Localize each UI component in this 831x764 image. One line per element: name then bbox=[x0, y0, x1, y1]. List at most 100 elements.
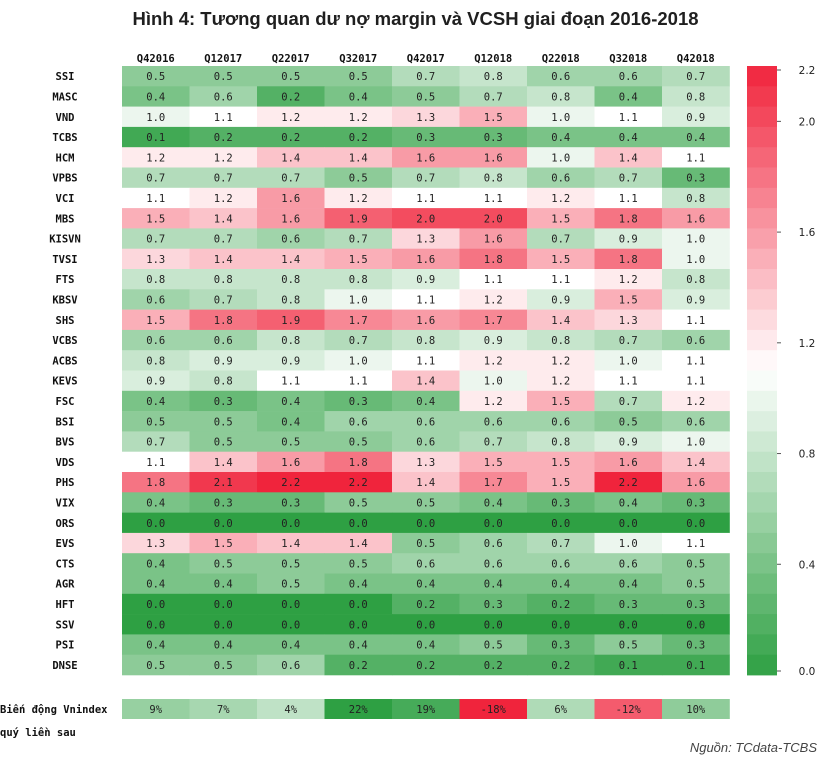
vnindex-cell bbox=[189, 699, 258, 719]
heatmap-cell bbox=[324, 208, 393, 229]
heatmap-cell bbox=[257, 492, 325, 513]
heatmap-cell bbox=[392, 634, 460, 655]
cell-value: 0.7 bbox=[281, 173, 300, 185]
heatmap-cell bbox=[324, 228, 393, 249]
heatmap-cell bbox=[594, 187, 663, 209]
cell-value: 0.3 bbox=[686, 173, 705, 185]
cell-value: 0.0 bbox=[349, 599, 368, 611]
heatmap-cell bbox=[189, 66, 258, 87]
heatmap-cell bbox=[527, 228, 595, 249]
cell-value: 0.4 bbox=[416, 396, 435, 408]
heatmap-cell bbox=[324, 167, 393, 189]
cell-value: 0.5 bbox=[214, 71, 233, 83]
cell-value: 1.3 bbox=[619, 315, 638, 327]
heatmap-cell bbox=[122, 431, 190, 452]
cell-value: 0.0 bbox=[686, 619, 705, 631]
heatmap-cell bbox=[189, 329, 258, 351]
heatmap-cell bbox=[392, 208, 460, 229]
heatmap-cell bbox=[392, 106, 460, 128]
cell-value: 1.1 bbox=[484, 274, 503, 286]
heatmap-cell bbox=[662, 553, 730, 574]
cell-value: 1.0 bbox=[619, 355, 638, 367]
heatmap-cell bbox=[257, 634, 325, 655]
cell-value: 1.1 bbox=[146, 193, 165, 205]
heatmap-cell bbox=[122, 329, 190, 351]
heatmap-cell bbox=[189, 289, 258, 310]
heatmap-cell bbox=[257, 614, 325, 635]
cell-value: 0.5 bbox=[416, 91, 435, 103]
row-label: KISVN bbox=[49, 234, 81, 246]
heatmap-cell bbox=[189, 472, 258, 493]
heatmap-cell bbox=[324, 472, 393, 493]
heatmap-cell bbox=[662, 126, 730, 148]
heatmap-cell bbox=[459, 573, 528, 595]
heatmap-cell bbox=[459, 329, 528, 351]
cell-value: 1.1 bbox=[619, 376, 638, 388]
cell-value: 0.1 bbox=[686, 660, 705, 672]
heatmap-cell bbox=[392, 532, 460, 554]
column-header: Q12017 bbox=[204, 53, 242, 65]
cell-value: 1.1 bbox=[619, 112, 638, 124]
cell-value: 0.0 bbox=[484, 619, 503, 631]
heatmap-cell bbox=[662, 614, 730, 635]
cell-value: 1.3 bbox=[146, 538, 165, 550]
heatmap-cell bbox=[527, 370, 595, 392]
heatmap-cell bbox=[189, 350, 258, 371]
row-label: VCI bbox=[56, 193, 75, 205]
heatmap-cell bbox=[257, 289, 325, 310]
cell-value: 0.9 bbox=[484, 335, 503, 347]
row-label: MBS bbox=[56, 213, 75, 225]
cell-value: 0.4 bbox=[416, 579, 435, 591]
heatmap-cell bbox=[662, 66, 730, 87]
heatmap-cell bbox=[594, 208, 663, 229]
heatmap-cell bbox=[662, 289, 730, 310]
cell-value: 1.0 bbox=[686, 437, 705, 449]
heatmap-cell bbox=[257, 66, 325, 87]
heatmap-cell bbox=[594, 573, 663, 595]
cell-value: 0.4 bbox=[686, 132, 705, 144]
heatmap-cell bbox=[189, 147, 258, 168]
cell-value: 0.7 bbox=[146, 234, 165, 246]
chart-title: Hình 4: Tương quan dư nợ margin và VCSH … bbox=[132, 8, 699, 29]
cell-value: 0.3 bbox=[619, 599, 638, 611]
colorbar-segment bbox=[747, 614, 777, 635]
cell-value: 0.2 bbox=[349, 132, 368, 144]
cell-value: 0.7 bbox=[416, 71, 435, 83]
heatmap-cell bbox=[122, 248, 190, 270]
heatmap-cell bbox=[459, 634, 528, 655]
cell-value: 0.0 bbox=[619, 619, 638, 631]
colorbar-segment bbox=[747, 126, 777, 148]
cell-value: 0.3 bbox=[686, 640, 705, 652]
heatmap-cell bbox=[257, 472, 325, 493]
heatmap-cell bbox=[662, 329, 730, 351]
heatmap-cell bbox=[459, 86, 528, 107]
cell-value: 1.7 bbox=[484, 315, 503, 327]
heatmap-cell bbox=[324, 492, 393, 513]
cell-value: 1.0 bbox=[349, 355, 368, 367]
cell-value: 1.4 bbox=[214, 254, 233, 266]
heatmap-cell bbox=[189, 411, 258, 432]
heatmap-cell bbox=[594, 492, 663, 513]
cell-value: 0.8 bbox=[551, 437, 570, 449]
cell-value: 0.4 bbox=[619, 91, 638, 103]
cell-value: 1.4 bbox=[214, 213, 233, 225]
vnindex-value: 7% bbox=[217, 704, 230, 716]
column-header: Q32017 bbox=[339, 53, 377, 65]
heatmap-cell bbox=[527, 248, 595, 270]
heatmap-cell bbox=[594, 269, 663, 290]
heatmap-cell bbox=[324, 634, 393, 655]
heatmap-cell bbox=[662, 532, 730, 554]
cell-value: 1.6 bbox=[686, 477, 705, 489]
cell-value: 0.8 bbox=[146, 274, 165, 286]
heatmap-cell bbox=[527, 329, 595, 351]
colorbar-segment bbox=[747, 329, 777, 351]
heatmap-cell bbox=[324, 614, 393, 635]
heatmap-cell bbox=[527, 289, 595, 310]
cell-value: 0.6 bbox=[686, 416, 705, 428]
cell-value: 1.1 bbox=[416, 355, 435, 367]
cell-value: 0.4 bbox=[349, 640, 368, 652]
cell-value: 0.4 bbox=[349, 579, 368, 591]
heatmap-cell bbox=[122, 106, 190, 128]
cell-value: 0.4 bbox=[484, 579, 503, 591]
heatmap-cell bbox=[594, 614, 663, 635]
